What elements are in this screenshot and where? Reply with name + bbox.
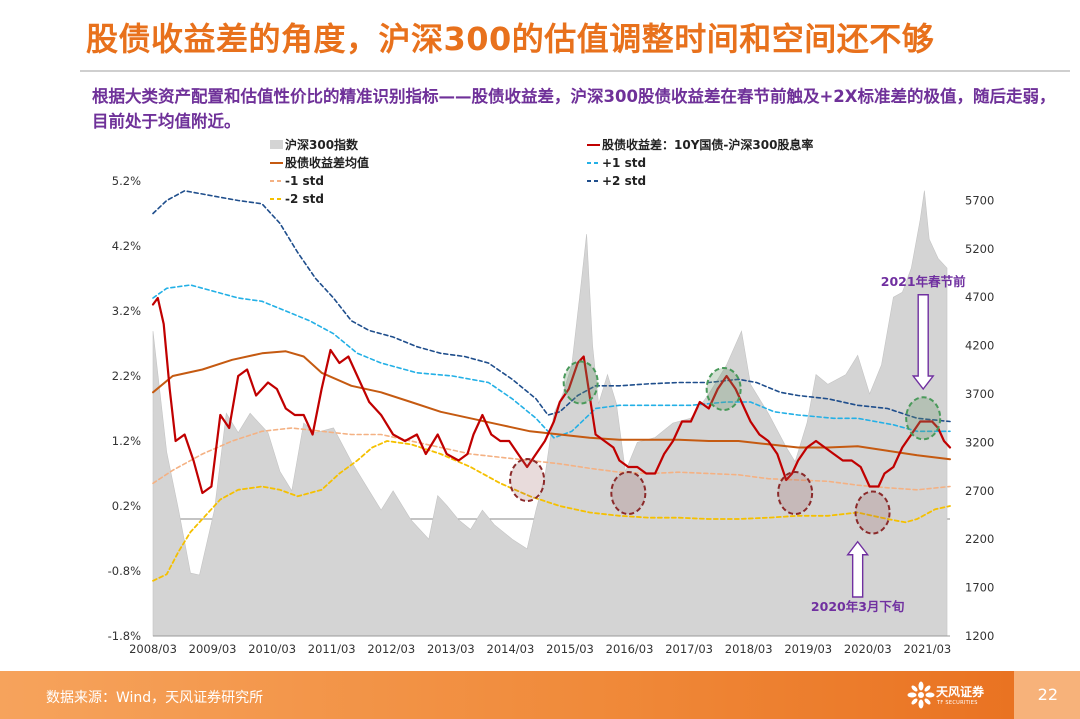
spread-line [151, 296, 952, 495]
y-right-tick-label: 4700 [965, 290, 994, 304]
index-area [152, 190, 948, 637]
y-right-tick-label: 5700 [965, 193, 994, 207]
x-tick-label: 2010/03 [248, 642, 296, 656]
page-number: 22 [1037, 685, 1058, 704]
y-right-tick-label: 3700 [965, 387, 994, 401]
annotation-arrow-down-icon [911, 294, 935, 391]
y-right-tick-label: 1700 [965, 581, 994, 595]
minus1-std-line [152, 427, 951, 491]
y-left-tick-label: 1.2% [112, 434, 141, 448]
spread-trough-marker [610, 471, 647, 515]
annotation-label: 2021年春节前 [881, 274, 966, 289]
logo-text: 天风证券 [936, 685, 985, 699]
legend-label: 股债收益差：10Y国债-沪深300股息率 [602, 137, 813, 152]
legend-label: +2 std [602, 174, 646, 188]
legend-item-plus1: +1 std [587, 156, 646, 170]
company-logo: 天风证券 TF SECURITIES [906, 680, 986, 710]
x-tick-label: 2008/03 [129, 642, 177, 656]
annotation-label: 2020年3月下旬 [811, 599, 905, 614]
y-left-tick-label: 2.2% [112, 369, 141, 383]
y-left-tick-label: 4.2% [112, 239, 141, 253]
x-tick-label: 2009/03 [189, 642, 237, 656]
data-source: 数据来源：Wind，天风证券研究所 [46, 690, 264, 706]
y-right-tick-label: 3200 [965, 435, 994, 449]
x-tick-label: 2013/03 [427, 642, 475, 656]
legend-item-minus1: -1 std [270, 174, 324, 188]
y-left-tick-label: 3.2% [112, 304, 141, 318]
x-tick-label: 2021/03 [903, 642, 951, 656]
spread-trough-marker [777, 471, 814, 515]
x-tick-label: 2018/03 [725, 642, 773, 656]
spread-trough-marker [854, 490, 891, 535]
x-tick-label: 2016/03 [606, 642, 654, 656]
legend-label: 沪深300指数 [285, 137, 359, 152]
x-tick-label: 2015/03 [546, 642, 594, 656]
x-tick-label: 2012/03 [367, 642, 415, 656]
legend-label: 股债收益差均值 [285, 155, 369, 170]
plus1-std-line [152, 284, 951, 439]
x-tick-label: 2017/03 [665, 642, 713, 656]
y-right-tick-label: 1200 [965, 629, 994, 643]
legend-label: -1 std [285, 174, 324, 188]
x-tick-label: 2020/03 [844, 642, 892, 656]
spread-peak-marker [562, 360, 599, 405]
legend-label: -2 std [285, 192, 324, 206]
title-divider [80, 70, 1070, 72]
spread-trough-marker [509, 458, 546, 502]
plus2-std-line [152, 190, 951, 423]
y-left-tick-label: -1.8% [108, 629, 141, 643]
y-right-tick-label: 2200 [965, 532, 994, 546]
minus2-std-line [152, 440, 951, 582]
legend-swatch [270, 140, 283, 149]
y-left-tick-label: 0.2% [112, 499, 141, 513]
page-number-box: 22 [1014, 671, 1080, 719]
y-right-tick-label: 2700 [965, 484, 994, 498]
x-tick-label: 2019/03 [784, 642, 832, 656]
legend-item-plus2: +2 std [587, 174, 646, 188]
x-tick-label: 2014/03 [487, 642, 535, 656]
y-right-tick-label: 5200 [965, 242, 994, 256]
legend-item-minus2: -2 std [270, 192, 324, 206]
spread-peak-marker [905, 396, 942, 441]
flower-logo-icon [907, 681, 935, 709]
legend-item-mean: 股债收益差均值 [270, 155, 369, 170]
legend-item-spread: 股债收益差：10Y国债-沪深300股息率 [587, 137, 813, 152]
page-subtitle: 根据大类资产配置和估值性价比的精准识别指标——股债收益差，沪深300股债收益差在… [92, 87, 1056, 131]
x-tick-label: 2011/03 [308, 642, 356, 656]
y-right-tick-label: 4200 [965, 339, 994, 353]
y-left-tick-label: 5.2% [112, 174, 141, 188]
footer-bar: 数据来源：Wind，天风证券研究所 天风证券 TF SECURITIES 22 [0, 671, 1080, 719]
annotation-arrow-up-icon [846, 540, 870, 598]
legend-label: +1 std [602, 156, 646, 170]
y-left-tick-label: -0.8% [108, 564, 141, 578]
logo-subtext: TF SECURITIES [937, 700, 978, 706]
spread-peak-marker [705, 367, 742, 411]
page-title: 股债收益差的角度，沪深300的估值调整时间和空间还不够 [86, 20, 935, 58]
legend-item-index: 沪深300指数 [270, 137, 359, 152]
bond-equity-spread-chart: 2021年春节前 2020年3月下旬 2008/03 2009/03 2010/03 2… [108, 137, 995, 656]
